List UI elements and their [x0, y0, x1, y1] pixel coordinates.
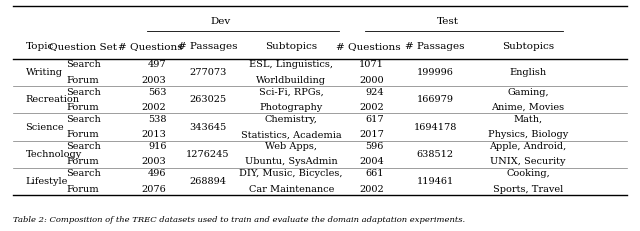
Text: 1071: 1071 — [359, 61, 384, 69]
Text: # Questions: # Questions — [336, 42, 400, 51]
Text: 661: 661 — [365, 170, 384, 178]
Text: Forum: Forum — [67, 130, 99, 139]
Text: 916: 916 — [148, 142, 166, 151]
Text: Statistics, Academia: Statistics, Academia — [241, 130, 342, 139]
Text: Anime, Movies: Anime, Movies — [492, 103, 564, 112]
Text: Sports, Travel: Sports, Travel — [493, 185, 563, 194]
Text: Topic: Topic — [26, 42, 54, 51]
Text: # Passages: # Passages — [179, 42, 237, 51]
Text: 2003: 2003 — [141, 158, 166, 166]
Text: 2004: 2004 — [359, 158, 384, 166]
Text: Search: Search — [66, 88, 100, 97]
Text: 2013: 2013 — [141, 130, 166, 139]
Text: 263025: 263025 — [189, 95, 227, 104]
Text: Photography: Photography — [260, 103, 323, 112]
Text: 2003: 2003 — [141, 76, 166, 85]
Text: 497: 497 — [148, 61, 166, 69]
Text: 2002: 2002 — [141, 103, 166, 112]
Text: 166979: 166979 — [417, 95, 454, 104]
Text: 2002: 2002 — [359, 103, 384, 112]
Text: 638512: 638512 — [417, 150, 454, 159]
Text: Technology: Technology — [26, 150, 82, 159]
Text: Car Maintenance: Car Maintenance — [248, 185, 334, 194]
Text: Search: Search — [66, 115, 100, 124]
Text: UNIX, Security: UNIX, Security — [490, 158, 566, 166]
Text: Science: Science — [26, 123, 64, 131]
Text: Question Set: Question Set — [49, 42, 117, 51]
Text: Forum: Forum — [67, 158, 99, 166]
Text: 277073: 277073 — [189, 68, 227, 77]
Text: 119461: 119461 — [417, 177, 454, 186]
Text: Worldbuilding: Worldbuilding — [256, 76, 326, 85]
Text: Ubuntu, SysAdmin: Ubuntu, SysAdmin — [245, 158, 337, 166]
Text: Lifestyle: Lifestyle — [26, 177, 68, 186]
Text: Test: Test — [437, 18, 459, 26]
Text: 924: 924 — [365, 88, 384, 97]
Text: Apple, Android,: Apple, Android, — [490, 142, 566, 151]
Text: Recreation: Recreation — [26, 95, 79, 104]
Text: Search: Search — [66, 61, 100, 69]
Text: 2076: 2076 — [141, 185, 166, 194]
Text: Forum: Forum — [67, 103, 99, 112]
Text: 596: 596 — [365, 142, 384, 151]
Text: 538: 538 — [148, 115, 166, 124]
Text: 199996: 199996 — [417, 68, 454, 77]
Text: 343645: 343645 — [189, 123, 227, 131]
Text: Chemistry,: Chemistry, — [265, 115, 317, 124]
Text: 2002: 2002 — [359, 185, 384, 194]
Text: Sci-Fi, RPGs,: Sci-Fi, RPGs, — [259, 88, 324, 97]
Text: 2017: 2017 — [359, 130, 384, 139]
Text: Search: Search — [66, 142, 100, 151]
Text: Web Apps,: Web Apps, — [265, 142, 317, 151]
Text: 496: 496 — [148, 170, 166, 178]
Text: Subtopics: Subtopics — [265, 42, 317, 51]
Text: Forum: Forum — [67, 185, 99, 194]
Text: Cooking,: Cooking, — [506, 170, 550, 178]
Text: # Questions: # Questions — [118, 42, 182, 51]
Text: Forum: Forum — [67, 76, 99, 85]
Text: Gaming,: Gaming, — [507, 88, 549, 97]
Text: Search: Search — [66, 170, 100, 178]
Text: 563: 563 — [148, 88, 166, 97]
Text: ESL, Linguistics,: ESL, Linguistics, — [249, 61, 333, 69]
Text: 1694178: 1694178 — [413, 123, 457, 131]
Text: English: English — [509, 68, 547, 77]
Text: DIY, Music, Bicycles,: DIY, Music, Bicycles, — [239, 170, 343, 178]
Text: 268894: 268894 — [189, 177, 227, 186]
Text: 1276245: 1276245 — [186, 150, 230, 159]
Text: 617: 617 — [365, 115, 384, 124]
Text: Subtopics: Subtopics — [502, 42, 554, 51]
Text: # Passages: # Passages — [406, 42, 465, 51]
Text: Table 2: Composition of the TREC datasets used to train and evaluate the domain : Table 2: Composition of the TREC dataset… — [13, 216, 465, 224]
Text: Physics, Biology: Physics, Biology — [488, 130, 568, 139]
Text: Writing: Writing — [26, 68, 63, 77]
Text: Dev: Dev — [211, 18, 231, 26]
Text: 2000: 2000 — [360, 76, 384, 85]
Text: Math,: Math, — [513, 115, 543, 124]
